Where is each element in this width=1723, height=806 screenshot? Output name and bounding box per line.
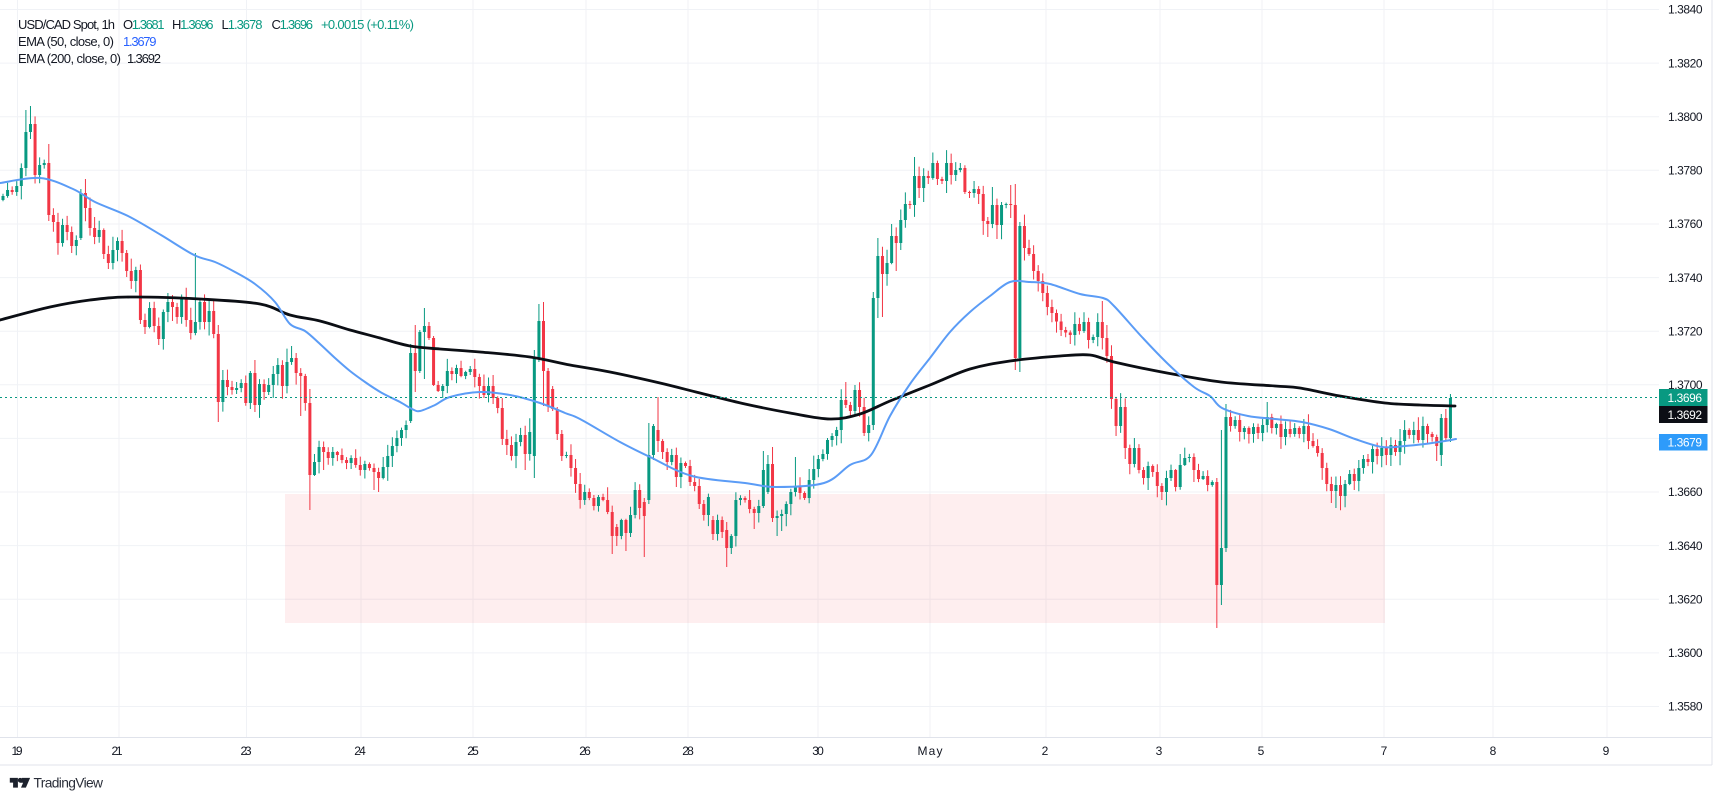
svg-text:1.3620: 1.3620: [1668, 593, 1703, 607]
svg-text:26: 26: [579, 744, 591, 758]
svg-text:8: 8: [1490, 744, 1497, 758]
svg-text:1.3692: 1.3692: [127, 51, 161, 66]
svg-text:21: 21: [112, 744, 123, 758]
svg-text:1.3720: 1.3720: [1668, 324, 1703, 338]
svg-text:1.3740: 1.3740: [1668, 271, 1703, 285]
svg-text:19: 19: [12, 744, 23, 758]
svg-text:3: 3: [1156, 744, 1163, 758]
svg-text:28: 28: [682, 744, 694, 758]
svg-text:1.3840: 1.3840: [1668, 3, 1703, 17]
svg-text:USD/CAD Spot, 1h: USD/CAD Spot, 1h: [18, 17, 115, 32]
svg-text:1.3800: 1.3800: [1668, 110, 1703, 124]
svg-text:1.3679: 1.3679: [1668, 436, 1703, 450]
svg-text:O1.3681: O1.3681: [123, 17, 165, 32]
svg-text:EMA (50, close, 0): EMA (50, close, 0): [18, 34, 114, 49]
svg-text:C1.3696: C1.3696: [272, 17, 314, 32]
svg-text:30: 30: [812, 744, 824, 758]
svg-text:1.3660: 1.3660: [1668, 485, 1703, 499]
svg-text:H1.3696: H1.3696: [172, 17, 214, 32]
svg-text:1.3820: 1.3820: [1668, 56, 1703, 70]
svg-text:25: 25: [467, 744, 479, 758]
svg-text:7: 7: [1381, 744, 1388, 758]
svg-text:5: 5: [1258, 744, 1265, 758]
svg-text:1.3780: 1.3780: [1668, 164, 1703, 178]
svg-text:EMA (200, close, 0): EMA (200, close, 0): [18, 51, 121, 66]
svg-text:1.3580: 1.3580: [1668, 700, 1703, 714]
svg-text:1.3600: 1.3600: [1668, 646, 1703, 660]
svg-text:1.3640: 1.3640: [1668, 539, 1703, 553]
svg-text:1.3760: 1.3760: [1668, 217, 1703, 231]
svg-text:23: 23: [241, 744, 252, 758]
svg-text:1.3696: 1.3696: [1668, 391, 1703, 405]
svg-text:TradingView: TradingView: [34, 776, 104, 791]
svg-text:+0.0015 (+0.11%): +0.0015 (+0.11%): [321, 17, 414, 32]
svg-text:May: May: [918, 744, 943, 758]
svg-text:L1.3678: L1.3678: [222, 17, 263, 32]
svg-text:1.3700: 1.3700: [1668, 378, 1703, 392]
svg-text:2: 2: [1042, 744, 1049, 758]
svg-text:9: 9: [1603, 744, 1610, 758]
svg-text:24: 24: [354, 744, 366, 758]
svg-text:1.3679: 1.3679: [123, 34, 157, 49]
svg-text:1.3692: 1.3692: [1668, 408, 1703, 422]
